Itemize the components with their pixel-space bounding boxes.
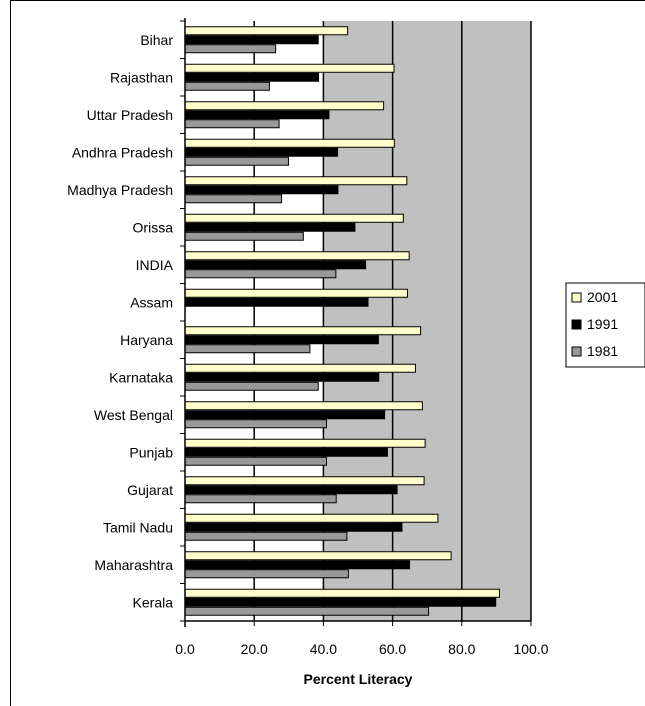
category-label: Andhra Pradesh — [72, 144, 173, 160]
bar-1991 — [184, 410, 386, 420]
category-label: Rajasthan — [110, 69, 173, 85]
category-label: Kerala — [133, 594, 174, 610]
bar-1981 — [184, 44, 277, 54]
category-label: Punjab — [129, 444, 173, 460]
legend-swatch-1981 — [571, 346, 582, 357]
bar-2001 — [184, 401, 423, 411]
category-label: Maharashtra — [94, 557, 173, 573]
bar-1991 — [184, 110, 330, 120]
bar-1981 — [184, 606, 430, 616]
bar-2001 — [184, 588, 501, 598]
category-label: Orissa — [133, 219, 174, 235]
bar-1981 — [184, 344, 311, 354]
bar-1991 — [184, 260, 367, 270]
x-tick-label: 80.0 — [448, 641, 475, 657]
bar-2001 — [184, 176, 408, 186]
category-label: INDIA — [136, 257, 174, 273]
bar-1991 — [184, 447, 388, 457]
x-tick-label: 60.0 — [379, 641, 406, 657]
category-label: West Bengal — [94, 407, 173, 423]
x-tick-label: 0.0 — [175, 641, 195, 657]
bar-2001 — [184, 26, 349, 36]
bar-1981 — [184, 456, 328, 466]
category-label: Bihar — [140, 32, 173, 48]
category-label: Madhya Pradesh — [67, 182, 173, 198]
bar-2001 — [184, 326, 422, 336]
bar-1991 — [184, 185, 339, 195]
bar-1991 — [184, 147, 339, 157]
bar-2001 — [184, 438, 426, 448]
bar-1981 — [184, 419, 328, 429]
bar-1991 — [184, 522, 403, 532]
bar-1981 — [184, 381, 319, 391]
category-label: Karnataka — [109, 369, 173, 385]
category-label: Haryana — [120, 332, 173, 348]
bar-2001 — [184, 101, 385, 111]
category-label: Tamil Nadu — [103, 519, 173, 535]
bar-2001 — [184, 551, 452, 561]
category-label: Assam — [130, 294, 173, 310]
bar-1991 — [184, 222, 356, 232]
bar-1991 — [184, 35, 319, 45]
legend-swatch-2001 — [571, 292, 582, 303]
bar-2001 — [184, 363, 416, 373]
bar-1981 — [184, 494, 337, 504]
x-tick-label: 20.0 — [241, 641, 268, 657]
bar-1981 — [184, 269, 337, 279]
bar-1981 — [184, 81, 270, 91]
chart-frame — [10, 0, 645, 706]
bar-1991 — [184, 372, 380, 382]
bar-1981 — [184, 194, 283, 204]
legend-label: 1981 — [587, 343, 618, 359]
bar-1981 — [184, 531, 348, 541]
bar-1991 — [184, 560, 411, 570]
bar-1991 — [184, 72, 320, 82]
bar-1991 — [184, 335, 379, 345]
bar-2001 — [184, 251, 410, 261]
bar-1981 — [184, 156, 289, 166]
bar-2001 — [184, 476, 425, 486]
x-axis-title: Percent Literacy — [304, 671, 413, 687]
legend-swatch-1991 — [571, 319, 582, 330]
bar-2001 — [184, 288, 408, 298]
bar-1981 — [184, 231, 304, 241]
bar-2001 — [184, 63, 395, 73]
x-tick-label: 40.0 — [310, 641, 337, 657]
bar-1991 — [184, 297, 369, 307]
bar-1981 — [184, 119, 280, 129]
bar-1981 — [184, 569, 349, 579]
bar-2001 — [184, 513, 439, 523]
bar-1991 — [184, 597, 497, 607]
x-tick-label: 100.0 — [513, 641, 548, 657]
legend-label: 2001 — [587, 289, 618, 305]
bar-2001 — [184, 138, 395, 148]
category-label: Uttar Pradesh — [87, 107, 173, 123]
bar-1991 — [184, 485, 398, 495]
category-label: Gujarat — [127, 482, 173, 498]
bar-2001 — [184, 213, 404, 223]
legend-label: 1991 — [587, 316, 618, 332]
